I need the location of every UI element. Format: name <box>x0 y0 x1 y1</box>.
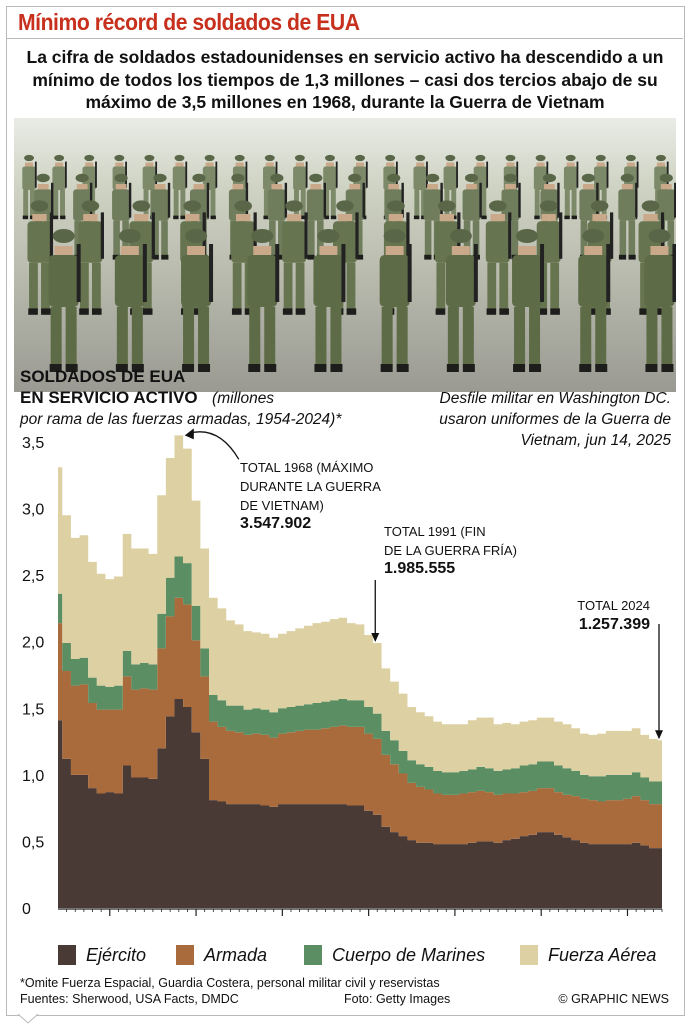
area-series-2 <box>58 556 662 805</box>
legend-swatch-fuerza-aerea <box>520 945 538 965</box>
soldier-figure <box>323 154 338 220</box>
annotation-2024-arrowhead <box>655 730 663 740</box>
annotation-1991-text: DE LA GUERRA FRÍA) <box>384 543 517 558</box>
soldier-figure <box>563 154 579 220</box>
annotation-1968-text: DURANTE LA GUERRA <box>240 479 381 494</box>
annotation-2024-text: TOTAL 2024 <box>577 598 650 613</box>
chart-heading: SOLDADOS DE EUA EN SERVICIO ACTIVO (mill… <box>20 366 440 430</box>
annotation-1968-arrowhead <box>184 428 194 440</box>
annotation-1991-value: 1.985.555 <box>384 560 455 577</box>
annotation-1968-text: TOTAL 1968 (MÁXIMO <box>240 460 373 475</box>
soldier-figure <box>48 229 81 372</box>
legend-label-ejercito: Ejército <box>86 944 147 965</box>
legend-swatch-armada <box>176 945 194 965</box>
soldier-figure <box>485 200 512 315</box>
area-series-0 <box>58 698 662 908</box>
legend-item-marines: Cuerpo de Marines <box>304 943 485 967</box>
annotation-1991-text: TOTAL 1991 (FIN <box>384 524 486 539</box>
soldier-figure <box>282 200 308 315</box>
soldier-figure <box>379 229 412 372</box>
parade-photo <box>14 118 676 392</box>
soldier-figure <box>52 154 67 220</box>
soldier-figure <box>313 229 346 372</box>
title-divider <box>6 38 683 39</box>
legend-item-armada: Armada <box>176 943 267 967</box>
legend-swatch-marines <box>304 945 322 965</box>
chart-legend: Ejército Armada Cuerpo de Marines Fuerza… <box>58 943 678 969</box>
soldier-figure <box>512 229 545 372</box>
sources: Fuentes: Sherwood, USA Facts, DMDC <box>20 992 239 1006</box>
legend-swatch-ejercito <box>58 945 76 965</box>
y-tick-label: 2,5 <box>22 568 44 585</box>
soldier-figure <box>445 229 478 372</box>
y-tick-label: 3,5 <box>22 435 44 452</box>
y-tick-label: 2,0 <box>22 635 44 652</box>
annotation-1968-arrow <box>188 431 240 460</box>
soldier-figure <box>27 200 54 315</box>
annotation-1968-value: 3.547.902 <box>240 515 311 532</box>
soldier-figure <box>78 200 104 315</box>
legend-label-armada: Armada <box>204 944 268 965</box>
y-tick-label: 1,5 <box>22 701 44 718</box>
page-subtitle: La cifra de soldados estadounidenses en … <box>26 47 664 112</box>
area-series-3 <box>58 435 662 782</box>
chart-units: (millones <box>212 390 275 407</box>
legend-item-fuerza-aerea: Fuerza Aérea <box>520 943 656 967</box>
chart-title-line1: SOLDADOS DE EUA <box>20 367 186 386</box>
y-tick-label: 0 <box>22 901 31 918</box>
soldier-figure <box>247 229 280 372</box>
legend-item-ejercito: Ejército <box>58 943 146 967</box>
soldier-figure <box>306 173 326 260</box>
chart-subtitle: por rama de las fuerzas armadas, 1954-20… <box>20 411 342 428</box>
y-tick-label: 3,0 <box>22 502 44 519</box>
soldier-figure <box>151 173 171 260</box>
footnote: *Omite Fuerza Espacial, Guardia Costera,… <box>20 976 440 990</box>
annotation-2024-value: 1.257.399 <box>579 616 650 633</box>
photo-caption: Desfile militar en Washington DC. usaron… <box>439 390 671 449</box>
soldier-figure <box>644 229 676 372</box>
y-tick-label: 1,0 <box>22 768 44 785</box>
soldier-figure <box>172 154 188 220</box>
parade-photo-image <box>14 118 676 392</box>
legend-label-fuerza-aerea: Fuerza Aérea <box>548 944 657 965</box>
stacked-area-chart: 00,51,01,52,02,53,03,5196019701980199020… <box>22 428 663 918</box>
graphic-news-credit: © GRAPHIC NEWS <box>558 992 669 1006</box>
chart-title-line2: EN SERVICIO ACTIVO <box>20 388 198 407</box>
frame-notch <box>18 1013 39 1024</box>
title-bar: Mínimo récord de soldados de EUA <box>6 6 683 39</box>
page-title: Mínimo récord de soldados de EUA <box>18 9 360 35</box>
annotation-1968-text: DE VIETNAM) <box>240 498 324 513</box>
annotation-1991-arrowhead <box>371 633 380 643</box>
soldier-figure <box>114 229 147 372</box>
soldier-figure <box>618 173 638 260</box>
y-tick-label: 0,5 <box>22 834 44 851</box>
soldier-figure <box>181 229 214 372</box>
legend-label-marines: Cuerpo de Marines <box>332 944 486 965</box>
photo-credit: Foto: Getty Images <box>344 992 451 1006</box>
soldier-figure <box>578 229 611 372</box>
area-series-1 <box>58 597 662 849</box>
soldier-figure <box>413 154 428 220</box>
